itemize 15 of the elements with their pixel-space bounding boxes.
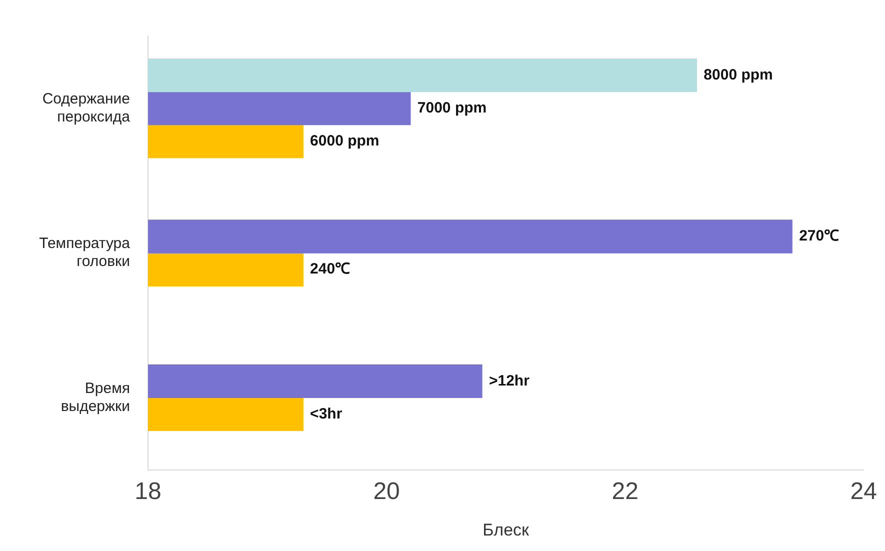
x-tick-label: 20 bbox=[373, 478, 400, 506]
annotation: 7000 ppm bbox=[417, 99, 487, 116]
y-tick-label: Температура головки bbox=[39, 235, 131, 270]
annotation: 6000 ppm bbox=[310, 132, 380, 150]
y-tick-label: Время выдержки bbox=[60, 380, 130, 415]
annotation: 8000 ppm bbox=[704, 66, 773, 84]
x-tick-label: 18 bbox=[134, 478, 162, 506]
x-axis-title: Блеск bbox=[482, 520, 530, 540]
y-tick-label: Содержание пероксида bbox=[42, 90, 131, 126]
annotation: 270℃ bbox=[799, 228, 840, 245]
annotation: <3hr bbox=[310, 405, 342, 422]
annotation: >12hr bbox=[488, 372, 530, 390]
annotation: 240℃ bbox=[310, 260, 350, 278]
x-tick-label: 22 bbox=[612, 478, 638, 506]
x-tick-label: 24 bbox=[850, 478, 878, 506]
